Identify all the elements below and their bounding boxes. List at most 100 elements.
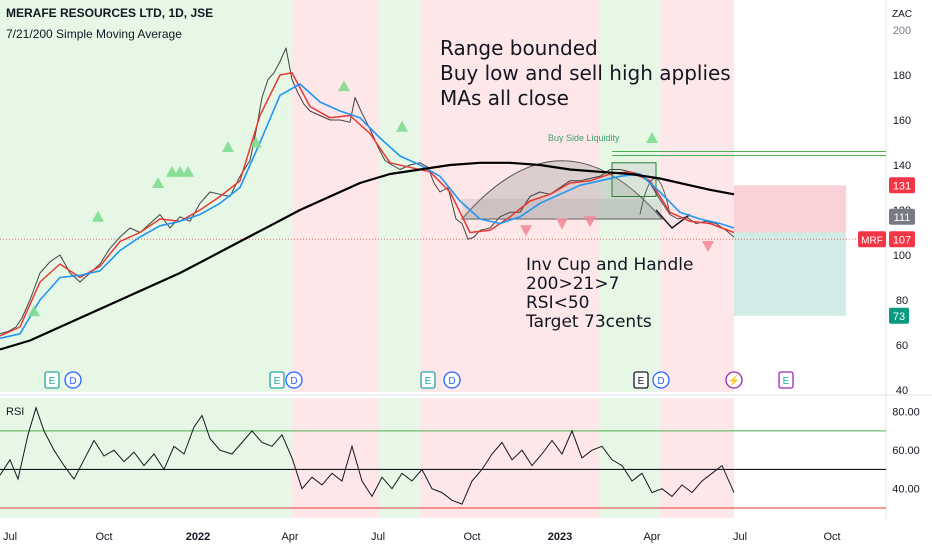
- price-tick-140: 140: [893, 160, 911, 172]
- x-tick-apr: Apr: [281, 531, 298, 543]
- x-tick-jul: Jul: [371, 531, 385, 543]
- rsi-line: [0, 406, 735, 505]
- sell-marker-2: [584, 216, 596, 228]
- chart-title: MERAFE RESOURCES LTD, 1D, JSE: [6, 6, 214, 20]
- buy-marker-3: [166, 165, 178, 177]
- indicator-label[interactable]: 7/21/200 Simple Moving Average: [6, 27, 182, 41]
- price-tick-160: 160: [893, 115, 911, 127]
- handle-box: [611, 162, 657, 197]
- last-price-tag-bg: [889, 231, 915, 248]
- stop-price-tag-bg: [889, 177, 915, 194]
- range-annotation: Range bounded Buy low and sell high appl…: [440, 36, 731, 111]
- trend-band-3: [110, 0, 150, 392]
- sell-marker-1: [556, 218, 568, 230]
- x-tick-oct: Oct: [463, 531, 480, 543]
- series-ma21-line: [0, 83, 735, 340]
- pattern-line-1: Inv Cup and Handle: [526, 255, 694, 275]
- stop-loss-zone: [734, 185, 846, 233]
- rsi-trend-band-6: [380, 398, 420, 518]
- event-earnings-icon-0[interactable]: [44, 371, 60, 389]
- buy-marker-7: [250, 136, 262, 148]
- buy-marker-9: [396, 120, 408, 132]
- range-line-3: MAs all close: [440, 86, 569, 110]
- buy-marker-10: [646, 132, 658, 143]
- event-glyph-6: E: [638, 376, 645, 387]
- pattern-annotation: Inv Cup and Handle 200>21>7 RSI<50 Targe…: [526, 256, 693, 332]
- rsi-trend-band-8: [490, 398, 600, 518]
- rsi-trend-band-5: [292, 398, 380, 518]
- trend-band-2: [70, 0, 110, 392]
- rsi-label[interactable]: RSI: [6, 406, 25, 418]
- rsi-trend-band-4: [150, 398, 292, 518]
- symbol-tag: MRF: [861, 235, 883, 246]
- series-price-line: [0, 47, 735, 335]
- event-earnings-icon-6[interactable]: [633, 371, 649, 389]
- price-tick-180: 180: [893, 70, 911, 82]
- event-dividend-icon-3[interactable]: [285, 371, 303, 389]
- buy-marker-8: [338, 80, 350, 92]
- buy-marker-2: [152, 177, 164, 188]
- event-glyph-2: E: [274, 376, 281, 387]
- trend-band-5: [292, 0, 380, 392]
- rsi-trend-band-3: [110, 398, 150, 518]
- x-tick-jul: Jul: [733, 531, 747, 543]
- rsi-trend-band-0: [0, 398, 44, 518]
- event-earnings-icon-2[interactable]: [269, 371, 285, 389]
- liquidity-label: Buy Side Liquidity: [548, 133, 620, 143]
- buy-marker-1: [92, 210, 104, 222]
- cup-base: [462, 198, 662, 219]
- series-ma7-line: [0, 72, 735, 337]
- rsi-trend-band-7: [420, 398, 490, 518]
- rsi-tick-80: 80.00: [892, 407, 920, 419]
- event-glyph-8: ⚡: [728, 374, 740, 387]
- currency-label: ZAC: [892, 9, 912, 20]
- x-tick-2022: 2022: [186, 531, 210, 543]
- pattern-line-2: 200>21>7: [526, 274, 620, 294]
- ma-price-tag: 111: [894, 212, 911, 224]
- trend-band-1: [44, 0, 70, 392]
- target-price-tag-bg: [889, 307, 909, 324]
- x-tick-apr: Apr: [643, 531, 660, 543]
- trend-band-10: [660, 0, 734, 392]
- target-price-tag: 73: [893, 311, 905, 323]
- buy-marker-4: [174, 165, 186, 177]
- price-tick-100: 100: [893, 250, 911, 262]
- event-dividend-icon-1[interactable]: [64, 371, 82, 389]
- price-tick-60: 60: [896, 340, 908, 352]
- trend-band-6: [380, 0, 420, 392]
- price-tick-200: 200: [893, 25, 911, 37]
- event-glyph-0: E: [49, 376, 56, 387]
- x-tick-2023: 2023: [548, 531, 572, 543]
- event-split-icon-8[interactable]: [725, 371, 743, 389]
- sell-marker-3: [702, 241, 714, 252]
- event-glyph-4: E: [425, 376, 432, 387]
- event-earnings-icon-4[interactable]: [420, 371, 436, 389]
- pattern-line-4: Target 73cents: [526, 312, 652, 332]
- price-tick-80: 80: [896, 295, 908, 307]
- rsi-trend-band-1: [44, 398, 70, 518]
- event-glyph-1: D: [69, 376, 76, 387]
- range-line-1: Range bounded: [440, 36, 598, 60]
- rsi-tick-40: 40.00: [892, 484, 920, 496]
- rsi-trend-band-10: [660, 398, 734, 518]
- buy-marker-0: [28, 305, 40, 317]
- event-dividend-icon-7[interactable]: [652, 371, 670, 389]
- range-line-2: Buy low and sell high applies: [440, 61, 731, 85]
- ma-price-tag-bg: [889, 208, 915, 225]
- last-price-tag: 107: [893, 234, 911, 246]
- stop-price-tag: 131: [893, 180, 911, 192]
- event-dividend-icon-5[interactable]: [443, 371, 461, 389]
- series-ma200-line: [0, 161, 735, 351]
- price-tick-40: 40: [896, 385, 908, 397]
- event-glyph-5: D: [448, 376, 455, 387]
- x-tick-oct: Oct: [95, 531, 112, 543]
- rsi-tick-60: 60.00: [892, 445, 920, 457]
- event-earnings-icon-9[interactable]: [778, 371, 794, 389]
- pattern-line-3: RSI<50: [526, 293, 590, 313]
- rsi-trend-band-2: [70, 398, 110, 518]
- x-tick-jul: Jul: [3, 531, 17, 543]
- buy-marker-5: [182, 165, 194, 177]
- symbol-tag-bg: [858, 231, 886, 248]
- sell-marker-0: [520, 225, 532, 237]
